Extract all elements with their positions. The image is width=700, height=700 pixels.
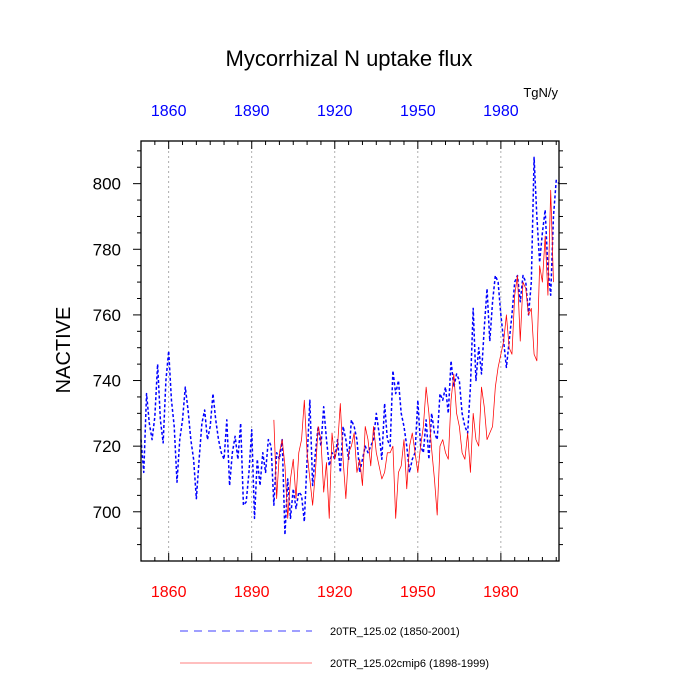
tick-layer xyxy=(133,141,567,561)
x-tick-label-bottom-1980: 1980 xyxy=(483,584,519,601)
grid-layer xyxy=(168,141,502,561)
legend-label-series-2: 20TR_125.02cmip6 (1898-1999) xyxy=(330,658,489,670)
x-tick-label-top-1950: 1950 xyxy=(400,103,436,120)
label-layer: 1860 1860 1890 1890 1920 1920 1950 1950 1980 1980… xyxy=(93,103,519,601)
series-line-2 xyxy=(273,189,554,519)
y-tick-label-780: 780 xyxy=(93,240,121,259)
x-tick-label-top-1920: 1920 xyxy=(317,103,353,120)
x-tick-label-bottom-1920: 1920 xyxy=(317,584,353,601)
plot-frame xyxy=(140,140,560,562)
x-tick-label-bottom-1950: 1950 xyxy=(400,584,436,601)
x-tick-label-top-1860: 1860 xyxy=(151,103,187,120)
chart-title: Mycorrhizal N uptake flux xyxy=(226,46,473,71)
units-label: TgN/y xyxy=(523,85,558,100)
y-tick-label-700: 700 xyxy=(93,503,121,522)
x-tick-label-bottom-1890: 1890 xyxy=(234,584,270,601)
y-tick-label-720: 720 xyxy=(93,437,121,456)
y-tick-label-760: 760 xyxy=(93,306,121,325)
y-axis-label: NACTIVE xyxy=(53,307,75,394)
legend-label-series-1: 20TR_125.02 (1850-2001) xyxy=(330,626,460,638)
x-tick-label-bottom-1860: 1860 xyxy=(151,584,187,601)
series-layer xyxy=(140,156,560,536)
y-tick-label-740: 740 xyxy=(93,372,121,391)
x-tick-label-top-1980: 1980 xyxy=(483,103,519,120)
legend: 20TR_125.02 (1850-2001) 20TR_125.02cmip6… xyxy=(180,626,489,670)
x-tick-label-top-1890: 1890 xyxy=(234,103,270,120)
series-line-1 xyxy=(140,156,560,536)
y-tick-label-800: 800 xyxy=(93,175,121,194)
